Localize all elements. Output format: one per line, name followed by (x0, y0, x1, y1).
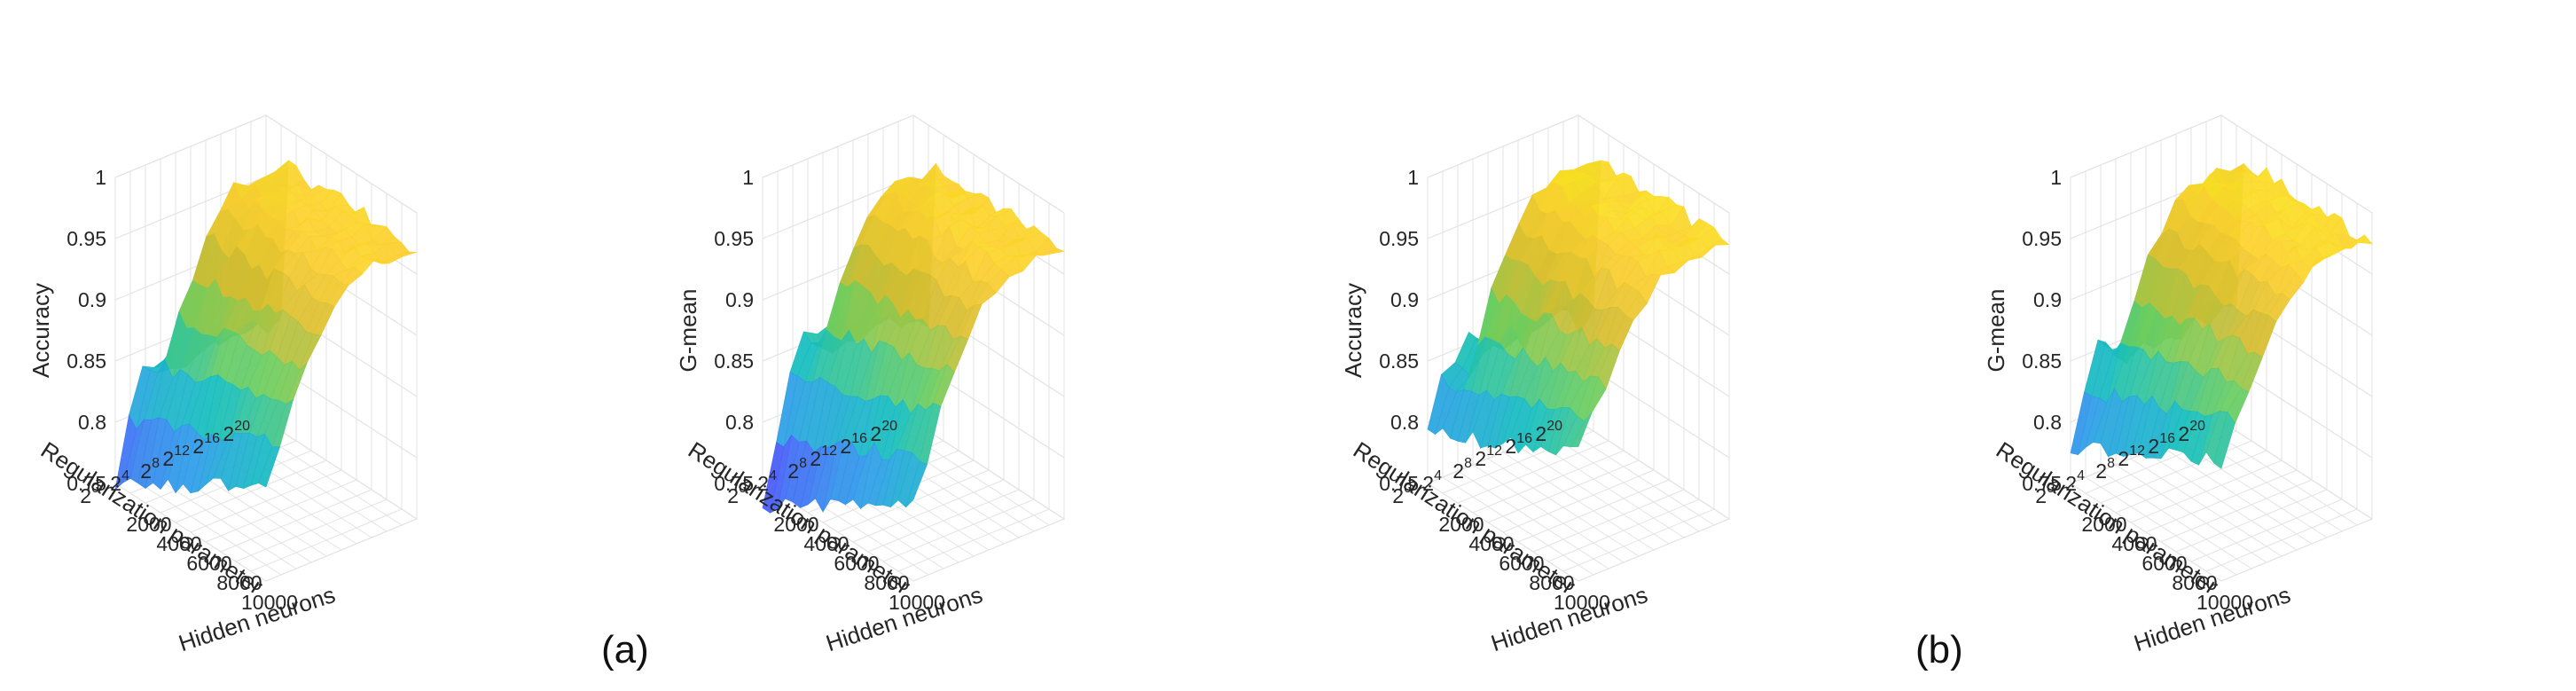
y-tick-label: 28 (140, 456, 160, 483)
z-tick-label: 0.95 (67, 227, 106, 250)
x-tick-label: 6000 (1499, 552, 1544, 575)
z-tick-label: 0.85 (2022, 349, 2062, 373)
y-tick-label: 24 (110, 468, 129, 495)
z-tick-label: 0.75 (1379, 472, 1419, 495)
z-axis-label: Accuracy (27, 283, 54, 378)
y-tick-labels: 20 24 28 212 216 220 (1392, 419, 1562, 507)
y-tick-label: 28 (787, 456, 807, 483)
z-tick-label: 0.9 (1390, 288, 1419, 311)
z-tick-label: 0.9 (2033, 288, 2062, 311)
z-tick-label: 0.85 (714, 349, 754, 373)
z-tick-label: 0.95 (2022, 227, 2062, 250)
z-tick-label: 1 (95, 166, 106, 189)
y-tick-label: 220 (870, 419, 897, 445)
z-tick-label: 0.75 (714, 472, 754, 495)
x-tick-label: 10000 (241, 591, 298, 614)
x-tick-label: 2000 (1438, 513, 1484, 536)
y-tick-label: 28 (1452, 456, 1472, 483)
x-tick-label: 6000 (834, 552, 879, 575)
surface-mesh (1427, 160, 1730, 456)
z-tick-label: 0.8 (725, 411, 754, 434)
y-tick-label: 216 (192, 431, 220, 458)
z-axis-label: G-mean (675, 289, 701, 373)
x-tick-label: 2000 (773, 513, 818, 536)
y-tick-label: 20 (727, 481, 747, 507)
y-tick-label: 212 (162, 444, 190, 470)
y-tick-label: 220 (223, 419, 250, 445)
z-tick-label: 0.95 (1379, 227, 1419, 250)
x-tick-label: 4000 (1468, 532, 1514, 555)
surface-mesh (762, 162, 1066, 514)
z-axis-label: G-mean (1983, 289, 2009, 373)
x-tick-label: 8000 (2172, 571, 2217, 594)
surface-chart-4: 0.75 0.8 0.85 0.9 0.95 1 G-mean 200040006000800… (1983, 114, 2374, 656)
z-tick-labels: 0.75 0.8 0.85 0.9 0.95 1 (67, 166, 106, 495)
z-tick-label: 0.75 (2022, 472, 2062, 495)
x-tick-label: 10000 (889, 591, 945, 614)
z-tick-label: 0.8 (1390, 411, 1419, 434)
y-tick-label: 20 (2035, 481, 2055, 507)
y-tick-label: 216 (1505, 431, 1532, 458)
surface-chart-1: 0.75 0.8 0.85 0.9 0.95 1 Accuracy 2000400060008… (27, 114, 419, 656)
x-tick-label: 4000 (2111, 532, 2157, 555)
z-tick-labels: 0.75 0.8 0.85 0.9 0.95 1 (714, 166, 754, 495)
y-tick-label: 212 (2118, 444, 2145, 470)
z-tick-labels: 0.75 0.8 0.85 0.9 0.95 1 (2022, 166, 2062, 495)
surface-mesh (2070, 163, 2373, 469)
y-tick-labels: 20 24 28 212 216 220 (2035, 419, 2205, 507)
y-tick-label: 216 (840, 431, 867, 458)
surface-mesh (114, 160, 418, 494)
y-tick-label: 220 (1535, 419, 1562, 445)
x-tick-label: 8000 (1529, 571, 1574, 594)
z-tick-label: 1 (1407, 166, 1419, 189)
y-tick-label: 212 (1475, 444, 1502, 470)
x-tick-label: 2000 (2081, 513, 2126, 536)
z-tick-labels: 0.75 0.8 0.85 0.9 0.95 1 (1379, 166, 1419, 495)
y-tick-label: 24 (1422, 468, 1442, 495)
z-tick-label: 0.9 (78, 288, 106, 311)
x-tick-label: 6000 (186, 552, 231, 575)
surface-chart-2: 0.75 0.8 0.85 0.9 0.95 1 G-mean 200040006000800… (675, 114, 1066, 656)
z-tick-label: 0.75 (67, 472, 106, 495)
y-tick-labels: 20 24 28 212 216 220 (727, 419, 897, 507)
y-tick-label: 28 (2095, 456, 2115, 483)
y-tick-label: 20 (80, 481, 99, 507)
y-tick-label: 24 (757, 468, 777, 495)
z-tick-label: 0.85 (1379, 349, 1419, 373)
y-tick-label: 24 (2065, 468, 2085, 495)
z-tick-label: 0.8 (78, 411, 106, 434)
group-label-a: (a) (601, 628, 649, 671)
y-tick-label: 212 (810, 444, 837, 470)
x-tick-label: 4000 (156, 532, 201, 555)
y-tick-label: 20 (1392, 481, 1412, 507)
y-tick-labels: 20 24 28 212 216 220 (80, 419, 250, 507)
z-tick-label: 1 (742, 166, 754, 189)
y-tick-label: 220 (2178, 419, 2205, 445)
x-tick-label: 10000 (2196, 591, 2253, 614)
z-tick-label: 0.9 (725, 288, 754, 311)
z-axis-label: Accuracy (1340, 283, 1366, 378)
x-tick-label: 2000 (126, 513, 171, 536)
z-tick-label: 0.85 (67, 349, 106, 373)
x-tick-label: 10000 (1554, 591, 1610, 614)
y-tick-label: 216 (2148, 431, 2175, 458)
z-tick-label: 0.95 (714, 227, 754, 250)
x-tick-label: 4000 (803, 532, 849, 555)
z-tick-label: 1 (2050, 166, 2062, 189)
z-tick-label: 0.8 (2033, 411, 2062, 434)
x-tick-label: 6000 (2141, 552, 2187, 575)
group-label-b: (b) (1915, 628, 1963, 671)
x-tick-label: 8000 (864, 571, 909, 594)
x-tick-label: 8000 (216, 571, 262, 594)
surface-chart-3: 0.75 0.8 0.85 0.9 0.95 1 Accuracy 2000400060008… (1340, 114, 1731, 656)
